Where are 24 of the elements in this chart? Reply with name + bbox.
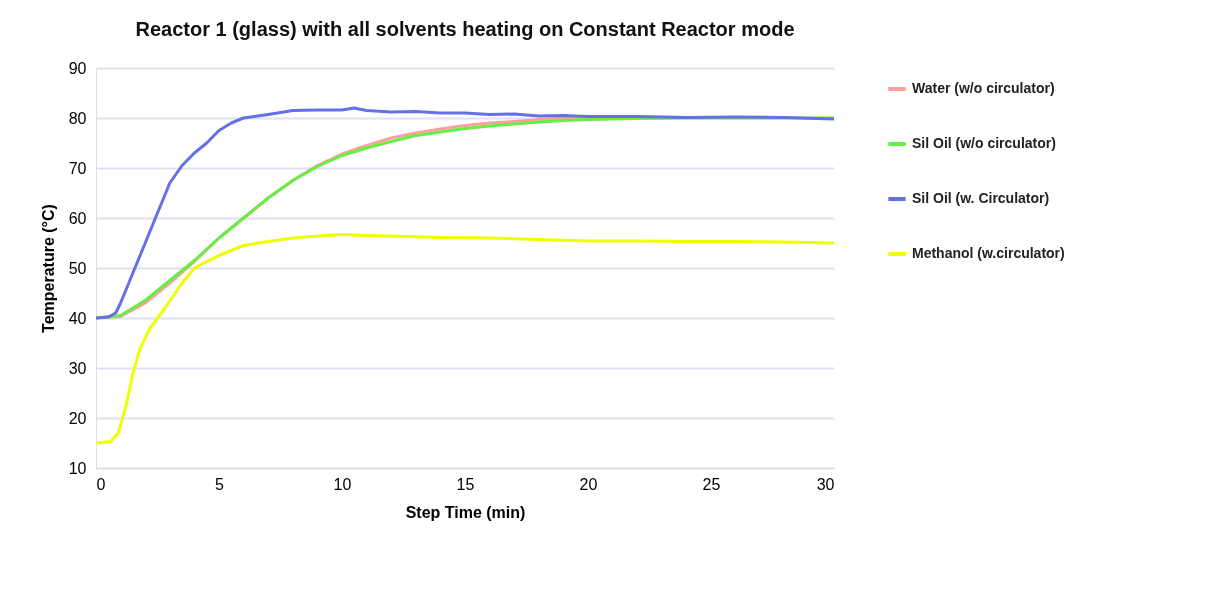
x-tick-label: 30: [816, 475, 835, 493]
y-tick-label: 90: [68, 59, 87, 77]
x-tick-label: 15: [456, 475, 475, 493]
y-tick-label: 80: [68, 109, 87, 127]
y-tick-label: 10: [68, 459, 87, 477]
legend-label: Methanol (w.circulator): [912, 245, 1065, 261]
legend-label: Sil Oil (w. Circulator): [912, 190, 1050, 206]
legend-label: Water (w/o circulator): [912, 80, 1055, 96]
x-tick-label: 25: [702, 475, 721, 493]
chart-title: Reactor 1 (glass) with all solvents heating on Constant Reactor mode: [135, 18, 795, 40]
x-tick-label: 20: [579, 475, 598, 493]
y-tick-label: 40: [68, 309, 87, 327]
y-tick-label: 70: [68, 159, 87, 177]
x-tick-label: 5: [215, 475, 225, 493]
x-tick-label: 0: [96, 475, 106, 493]
legend-label: Sil Oil (w/o circulator): [912, 135, 1056, 151]
y-tick-label: 20: [68, 409, 87, 427]
x-axis-title: Step Time (min): [405, 503, 526, 521]
y-tick-label: 30: [68, 359, 87, 377]
line-series: [94, 233, 836, 445]
x-tick-label: 10: [333, 475, 352, 493]
y-tick-label: 60: [68, 209, 87, 227]
y-axis-title: Temperature (°C): [39, 204, 57, 333]
y-tick-label: 50: [68, 259, 87, 277]
